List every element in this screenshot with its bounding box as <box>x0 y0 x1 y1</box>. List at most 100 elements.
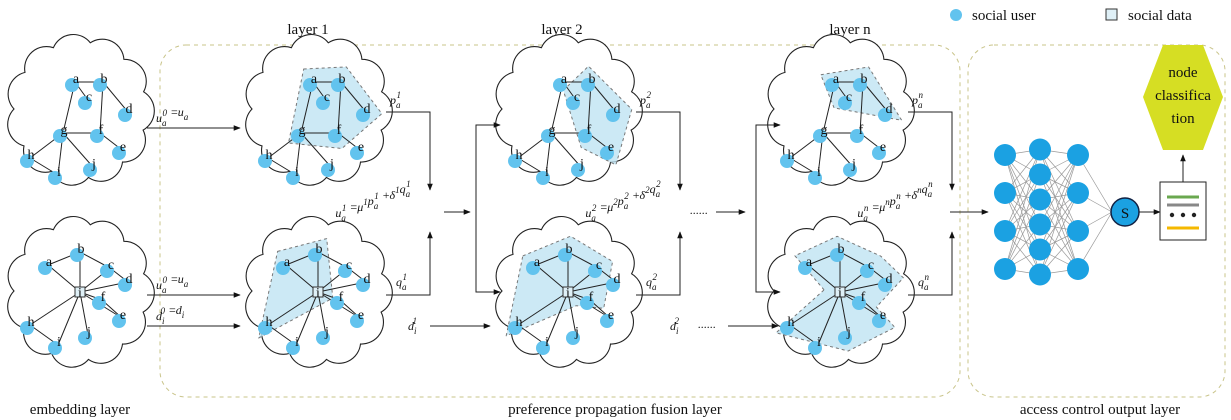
formula-sup: 1 <box>406 179 411 189</box>
node-label: h <box>266 315 273 330</box>
node-label: f <box>859 123 864 138</box>
node-label: d <box>126 272 133 287</box>
neuron <box>1067 258 1089 280</box>
neuron <box>1029 264 1051 286</box>
connector <box>476 125 500 292</box>
formula-base: p <box>617 194 624 208</box>
formula: ua1=μ1pa1+δ1qa1 <box>335 179 410 223</box>
arrow <box>386 232 430 295</box>
node-label: e <box>120 308 126 323</box>
formula-sup: 1 <box>403 272 408 282</box>
formula-sup: 2 <box>624 191 629 201</box>
formula-base: μ <box>356 200 363 214</box>
node-label: h <box>266 148 273 163</box>
formula-sup: 0 <box>163 108 168 118</box>
node-label: i <box>545 165 549 180</box>
node-label: c <box>346 258 352 273</box>
node-label: d <box>886 272 893 287</box>
neuron <box>1029 164 1051 186</box>
card-dot <box>1181 213 1185 217</box>
node-label: j <box>324 325 329 340</box>
node-label: b <box>566 242 573 257</box>
formula-sub: a <box>646 100 651 110</box>
formula-sup: 2 <box>653 272 658 282</box>
formula-sub: a <box>924 282 929 292</box>
formula-sup: n <box>925 272 930 282</box>
node-label: g <box>549 123 556 138</box>
output-text: classifica <box>1155 88 1211 104</box>
formula-sup: n <box>928 179 933 189</box>
node-label: c <box>574 90 580 105</box>
neuron <box>994 182 1016 204</box>
neuron <box>1067 220 1089 242</box>
node-label: e <box>608 140 614 155</box>
formula-sub: a <box>591 213 596 223</box>
node-label: a <box>73 72 80 87</box>
node-label: e <box>120 140 126 155</box>
output-text: tion <box>1171 111 1195 127</box>
output-text: node <box>1168 65 1198 81</box>
node-label: j <box>329 157 334 172</box>
formula: qan <box>918 272 930 292</box>
node-label: g <box>299 123 306 138</box>
neuron <box>994 258 1016 280</box>
node-label: e <box>608 308 614 323</box>
node-label: c <box>108 258 114 273</box>
formula-sub: i <box>676 326 679 336</box>
formula-sup: 1 <box>413 316 418 326</box>
formula-sub: a <box>184 279 189 289</box>
node-label: f <box>589 290 594 305</box>
formula-sup: 1 <box>374 191 379 201</box>
card-dot <box>1170 213 1174 217</box>
node-label: c <box>86 90 92 105</box>
legend-user-icon <box>950 9 962 21</box>
node-label: j <box>91 157 96 172</box>
formula-sub: a <box>341 213 346 223</box>
node-label: f <box>587 123 592 138</box>
node-label: c <box>846 90 852 105</box>
node-label: b <box>838 242 845 257</box>
node-label: a <box>46 255 53 270</box>
node-label: i <box>817 165 821 180</box>
formula-sub: a <box>162 118 167 128</box>
formula-base: p <box>889 194 896 208</box>
neuron <box>1067 182 1089 204</box>
legend-user: social user <box>972 8 1036 24</box>
arrow <box>636 232 680 295</box>
card-dot <box>1192 213 1196 217</box>
formula-sup: 0 <box>163 275 168 285</box>
node-label: b <box>589 72 596 87</box>
formula-sup: 2 <box>675 316 680 326</box>
formula: qa1 <box>396 272 407 292</box>
formula-sub: a <box>406 189 411 199</box>
sigma-label: S <box>1121 206 1129 222</box>
node-label: h <box>28 148 35 163</box>
formula: ua2=μ2pa2+δ2qa2 <box>585 179 661 223</box>
data-node-label: i <box>316 286 320 301</box>
formula: ua0=ua <box>156 272 189 295</box>
node-label: j <box>86 325 91 340</box>
formula: ua0=ua <box>156 105 189 128</box>
node-label: c <box>596 258 602 273</box>
formula-sub: a <box>184 112 189 122</box>
formula-sup: n <box>864 203 869 213</box>
formula-sub: a <box>396 100 401 110</box>
node-label: i <box>295 335 299 350</box>
node-label: d <box>126 102 133 117</box>
data-node-label: i <box>566 286 570 301</box>
formula-sub: i <box>414 326 417 336</box>
node-label: a <box>806 255 813 270</box>
node-label: i <box>295 165 299 180</box>
formula: uan=μnpan+δnqan <box>857 179 933 223</box>
node-label: d <box>364 272 371 287</box>
node-label: j <box>851 157 856 172</box>
section-label: preference propagation fusion layer <box>508 402 722 418</box>
formula: di0=di <box>156 303 185 326</box>
formula-sub: a <box>656 189 661 199</box>
data-node-label: i <box>838 286 842 301</box>
node-label: g <box>61 123 68 138</box>
formula: di2 <box>670 316 680 336</box>
node-label: c <box>324 90 330 105</box>
formula-sup: n <box>919 90 924 100</box>
node-label: g <box>821 123 828 138</box>
